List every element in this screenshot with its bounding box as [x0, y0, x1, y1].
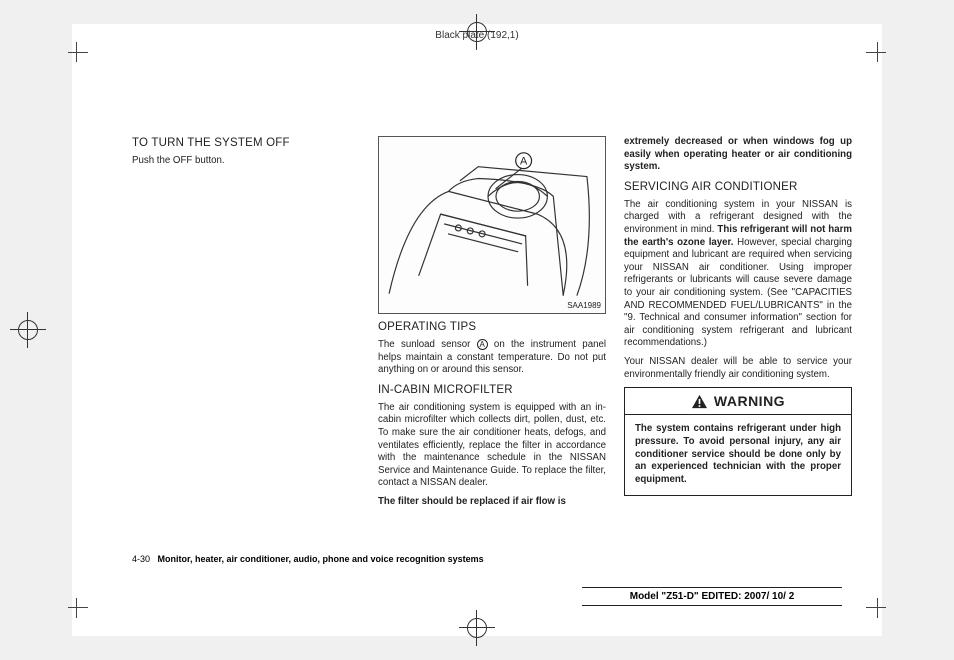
column-3: extremely decreased or when windows fog …	[624, 136, 852, 576]
text-run: However, special charging equipment and …	[624, 237, 852, 349]
illustration-box: A SAA1989	[378, 136, 606, 314]
sunload-sensor-illustration: A	[379, 137, 605, 313]
crop-mark	[877, 42, 878, 62]
registration-mark	[10, 312, 46, 348]
section-title: Monitor, heater, air conditioner, audio,…	[158, 554, 484, 564]
warning-header: WARNING	[624, 387, 852, 415]
crop-mark	[877, 598, 878, 618]
heading-in-cabin-microfilter: IN-CABIN MICROFILTER	[378, 383, 606, 398]
column-1: TO TURN THE SYSTEM OFF Push the OFF butt…	[132, 136, 360, 576]
crop-mark	[866, 607, 886, 608]
crop-mark	[68, 607, 88, 608]
text-run: The sunload sensor	[378, 339, 477, 350]
paragraph: Push the OFF button.	[132, 155, 360, 168]
heading-operating-tips: OPERATING TIPS	[378, 320, 606, 335]
heading-system-off: TO TURN THE SYSTEM OFF	[132, 136, 360, 151]
registration-mark	[459, 14, 495, 50]
crop-mark	[68, 52, 88, 53]
warning-body: The system contains refrigerant under hi…	[624, 415, 852, 495]
paragraph: The air conditioning system is equipped …	[378, 402, 606, 490]
paragraph: The sunload sensor A on the instrument p…	[378, 339, 606, 377]
crop-mark	[76, 42, 77, 62]
page-footer: 4-30 Monitor, heater, air conditioner, a…	[132, 554, 484, 564]
column-2: A SAA1989 OPERATING TIPS The sunload sen…	[378, 136, 606, 576]
paragraph-bold: extremely decreased or when windows fog …	[624, 136, 852, 174]
paragraph: The air conditioning system in your NISS…	[624, 199, 852, 350]
warning-triangle-icon	[691, 394, 708, 409]
model-edition-box: Model "Z51-D" EDITED: 2007/ 10/ 2	[582, 587, 842, 606]
paragraph-bold: The filter should be replaced if air flo…	[378, 496, 606, 509]
crop-mark	[76, 598, 77, 618]
content-columns: TO TURN THE SYSTEM OFF Push the OFF butt…	[132, 136, 852, 576]
crop-mark	[866, 52, 886, 53]
manual-page: Black plate (192,1) TO TURN THE SYSTEM O…	[72, 24, 882, 636]
registration-mark	[459, 610, 495, 646]
illustration-id: SAA1989	[567, 301, 601, 311]
heading-servicing-ac: SERVICING AIR CONDITIONER	[624, 180, 852, 195]
paragraph: Your NISSAN dealer will be able to servi…	[624, 356, 852, 381]
callout-inline-a: A	[477, 339, 488, 350]
page-number: 4-30	[132, 554, 150, 564]
callout-letter: A	[520, 156, 528, 168]
warning-title: WARNING	[714, 392, 785, 410]
